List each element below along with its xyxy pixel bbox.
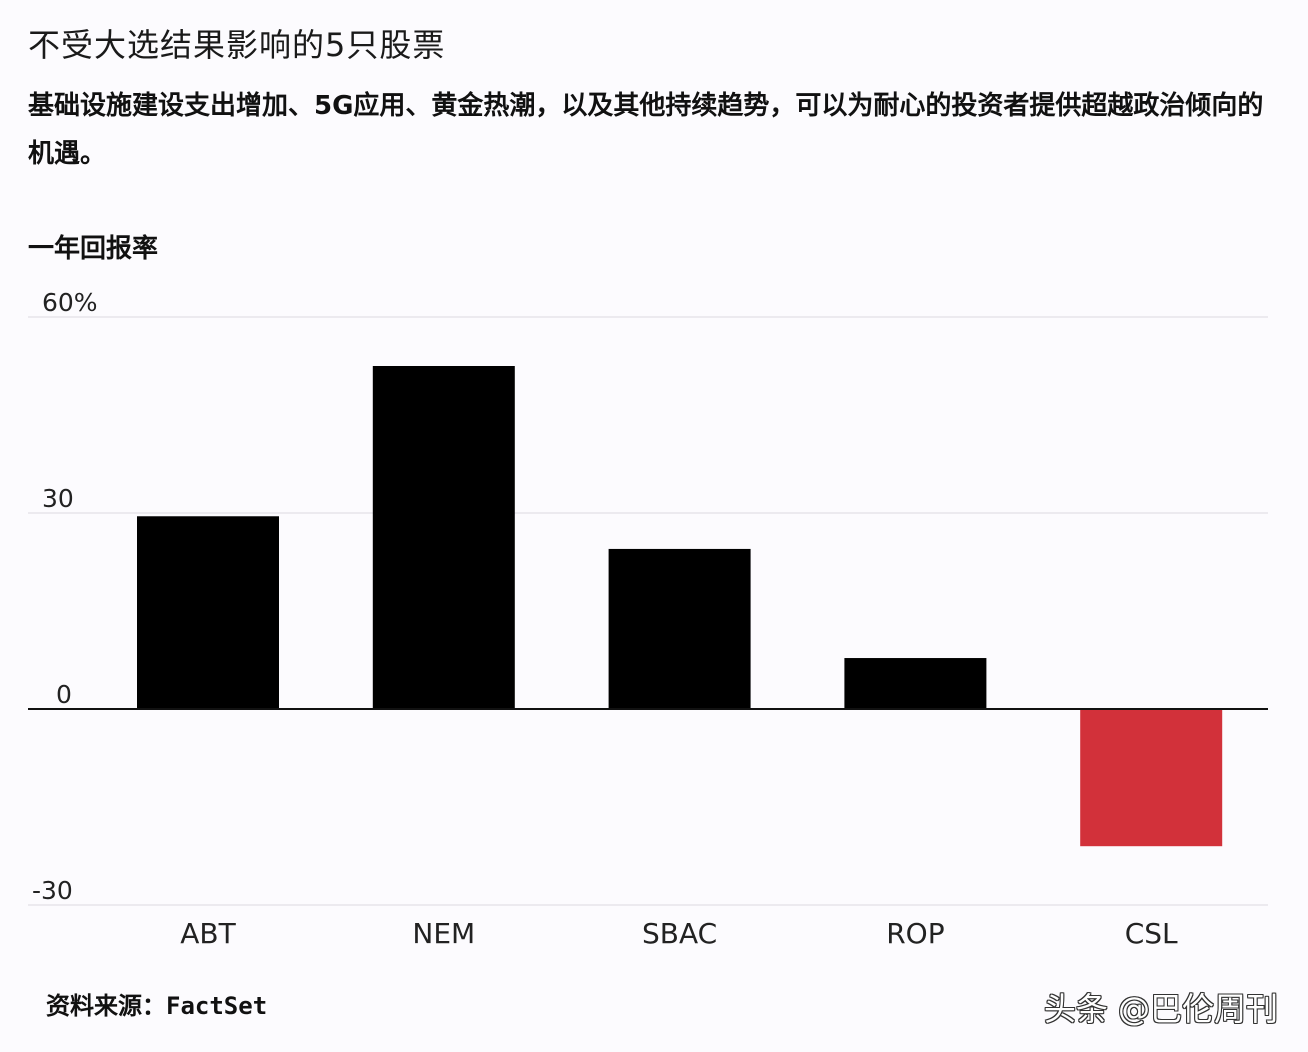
x-tick-label: CSL xyxy=(1125,917,1178,950)
source-label: 资料来源： xyxy=(46,992,166,1020)
x-tick-label: ABT xyxy=(180,917,236,950)
x-tick-label: NEM xyxy=(412,917,475,950)
source-value: FactSet xyxy=(166,992,268,1020)
chart-subtitle: 基础设施建设支出增加、5G应用、黄金热潮，以及其他持续趋势，可以为耐心的投资者提… xyxy=(28,91,1264,169)
y-tick-label: -30 xyxy=(32,876,73,905)
source-note: 资料来源：FactSet xyxy=(46,986,267,1021)
y-tick-label: 0 xyxy=(56,680,72,709)
chart-title: 不受大选结果影响的5只股票 xyxy=(28,26,446,64)
y-tick-label: 30 xyxy=(42,484,74,513)
y-axis-label: 一年回报率 xyxy=(28,234,159,264)
x-tick-label: ROP xyxy=(886,917,944,950)
watermark: 头条 @巴伦周刊 xyxy=(1043,990,1278,1028)
bar-sbac xyxy=(608,548,751,709)
bar-abt xyxy=(137,516,279,709)
bar-nem xyxy=(372,366,515,709)
x-tick-label: SBAC xyxy=(642,917,717,950)
bar-csl xyxy=(1080,709,1223,847)
y-tick-label: 60% xyxy=(42,288,98,317)
bar-rop xyxy=(844,658,987,709)
